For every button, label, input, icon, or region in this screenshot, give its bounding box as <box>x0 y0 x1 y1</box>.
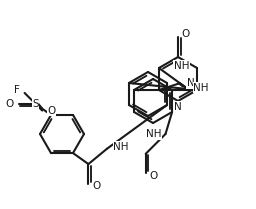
Text: F: F <box>14 85 20 95</box>
Text: NH: NH <box>113 142 129 152</box>
Text: O: O <box>92 181 101 191</box>
Text: NH: NH <box>146 129 162 139</box>
Text: O: O <box>47 106 56 116</box>
Text: NH: NH <box>193 83 209 93</box>
Text: O: O <box>182 29 190 39</box>
Text: N: N <box>174 102 182 112</box>
Text: N: N <box>187 78 195 88</box>
Text: O: O <box>150 171 158 181</box>
Text: NH: NH <box>174 61 189 71</box>
Text: O: O <box>6 99 14 109</box>
Text: S: S <box>32 99 39 109</box>
